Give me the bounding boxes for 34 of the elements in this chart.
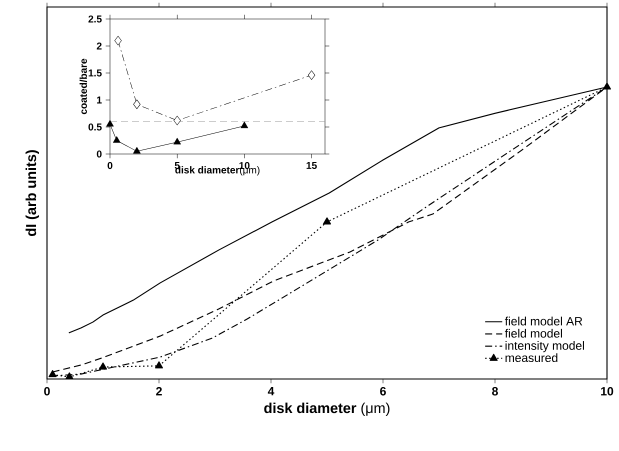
y-tick-label: 2 [96,42,102,50]
x-tick-label: 4 [268,387,274,396]
legend-label: measured [506,353,558,362]
x-tick-label: 0 [44,387,50,396]
point [322,217,332,224]
point [98,362,108,370]
point [114,36,122,46]
y-tick-label: 0 [96,150,102,158]
x-tick-label: 8 [492,387,498,396]
legend-label: intensity model [506,341,584,352]
point [308,70,316,80]
x-tick-label: 0 [108,162,112,170]
x-tick-label: 10 [601,387,614,396]
point [173,138,181,144]
point [113,136,120,143]
x-tick-label: 15 [306,162,317,169]
y-tick-label: 0.5 [88,123,102,131]
y-tick-label: 1 [97,96,102,104]
x-tick-label: 6 [380,387,386,396]
legend-label: field model [504,328,562,338]
y-axis-title: coated/bare [80,58,88,114]
point [133,100,140,110]
y-tick-label: 1.5 [88,70,102,76]
point [154,361,164,368]
y-tick-label: 2.5 [88,15,102,23]
point [48,370,57,378]
point [174,116,181,126]
point [133,147,141,154]
legend-label: field model AR [504,316,582,326]
point [106,120,114,127]
point [240,122,248,128]
x-axis-title: disk diameter (μm) [264,402,390,416]
y-axis-title: dI (arb units) [26,150,40,236]
x-tick-label: 2 [156,387,162,396]
